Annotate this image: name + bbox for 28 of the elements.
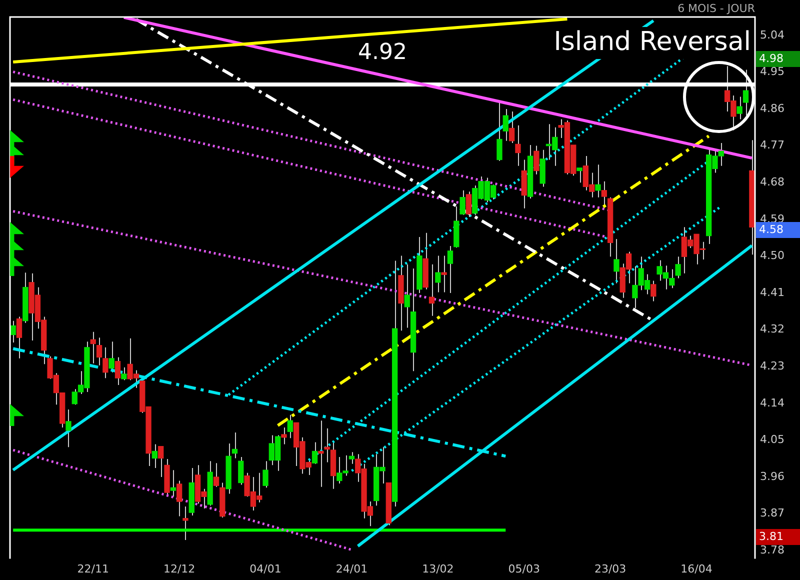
x-tick-label: 13/02 <box>422 562 454 576</box>
ref-line-label: 4.92 <box>358 40 407 66</box>
y-tick-label: 3.96 <box>760 470 784 483</box>
y-tick-label: 3.78 <box>760 543 784 556</box>
y-tick-label: 4.50 <box>760 249 784 262</box>
y-tick-label: 5.04 <box>760 28 784 42</box>
y-tick-label: 4.14 <box>760 396 784 410</box>
text: 4.58 <box>759 222 784 236</box>
x-tick-label: 22/11 <box>77 562 109 576</box>
annotation: Island Reversal <box>554 26 751 57</box>
x-tick-label: 24/01 <box>336 562 368 576</box>
chart-subtitle: 6 MOIS - JOUR <box>678 2 756 15</box>
y-tick-label: 4.68 <box>760 175 784 188</box>
x-tick-label: 16/04 <box>680 562 712 576</box>
text: 3.81 <box>759 530 784 543</box>
x-tick-label: 12/12 <box>163 562 196 576</box>
x-tick-label: 23/03 <box>594 562 626 576</box>
y-tick-label: 4.77 <box>760 138 784 152</box>
y-tick-label: 4.05 <box>760 433 784 446</box>
y-tick-label: 3.87 <box>760 506 784 520</box>
y-tick-label: 4.23 <box>760 359 784 372</box>
x-tick-label: 04/01 <box>250 562 282 576</box>
x-tick-label: 05/03 <box>508 562 540 576</box>
y-tick-label: 4.86 <box>760 102 784 115</box>
text: 4.98 <box>759 52 784 65</box>
y-tick-label: 4.95 <box>760 65 784 78</box>
y-tick-label: 4.32 <box>760 322 784 336</box>
y-tick-label: 4.41 <box>760 286 784 299</box>
